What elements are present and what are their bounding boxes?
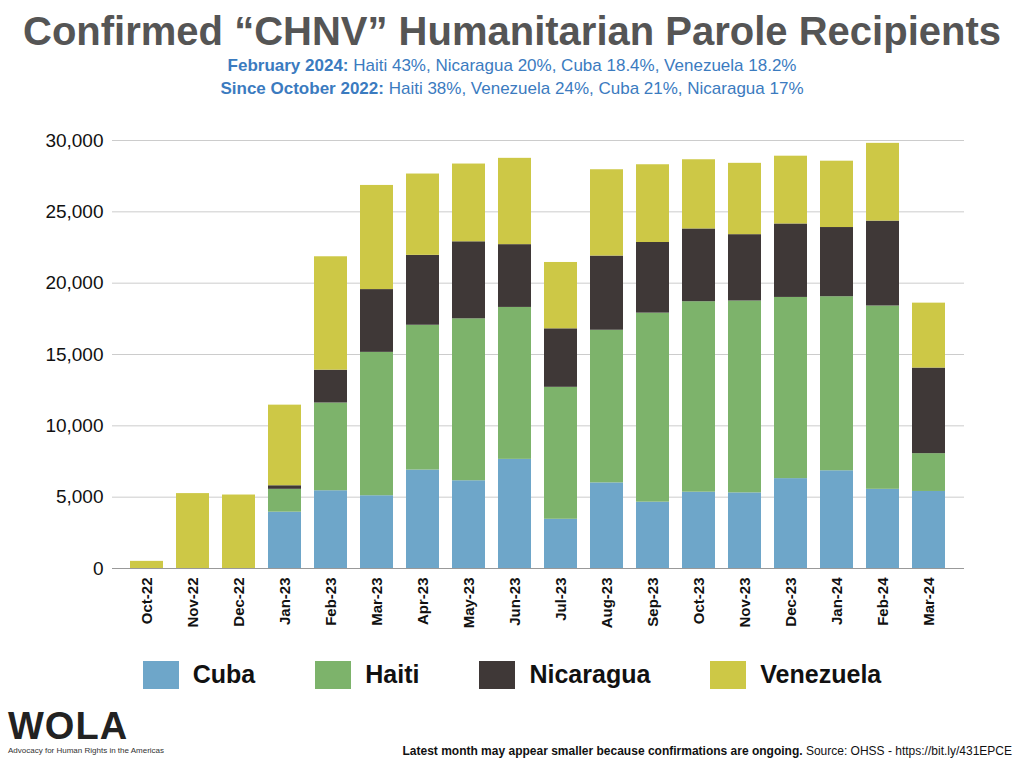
svg-text:Jan-24: Jan-24	[828, 577, 845, 625]
html-text:Haiti: Haiti	[365, 660, 420, 688]
svg-text:Apr-23: Apr-23	[414, 578, 431, 626]
svg-text:Aug-23: Aug-23	[598, 578, 615, 629]
html-text:Venezuela: Venezuela	[760, 660, 882, 688]
svg-text:5,000: 5,000	[56, 486, 104, 507]
svg-text:Dec-23: Dec-23	[782, 578, 799, 627]
html-text:February 2024: Haiti 43%, Nica: February 2024: Haiti 43%, Nicaragua 20%,…	[227, 56, 797, 75]
svg-text:25,000: 25,000	[45, 201, 103, 222]
html-text:Advocacy for Human Rights in t: Advocacy for Human Rights in the America…	[8, 746, 165, 755]
svg-text:0: 0	[93, 558, 104, 579]
html-text:WOLA: WOLA	[8, 705, 129, 747]
svg-text:Dec-22: Dec-22	[230, 578, 247, 627]
svg-text:Oct-23: Oct-23	[690, 578, 707, 625]
svg-text:Jan-23: Jan-23	[276, 578, 293, 626]
svg-text:Nov-23: Nov-23	[736, 578, 753, 628]
html-text:Since October 2022: Haiti 38%,: Since October 2022: Haiti 38%, Venezuela…	[220, 79, 804, 98]
html-text:Nicaragua: Nicaragua	[529, 660, 651, 688]
svg-text:Feb-23: Feb-23	[322, 578, 339, 626]
svg-text:Jun-23: Jun-23	[506, 578, 523, 626]
svg-text:May-23: May-23	[460, 578, 477, 629]
svg-text:Nov-22: Nov-22	[184, 578, 201, 628]
svg-text:30,000: 30,000	[45, 130, 103, 151]
html-text:Latest month may appear smalle: Latest month may appear smaller because …	[402, 744, 1012, 758]
svg-text:Sep-23: Sep-23	[644, 578, 661, 627]
svg-text:Feb-24: Feb-24	[874, 577, 891, 626]
svg-text:Mar-23: Mar-23	[368, 578, 385, 626]
svg-text:20,000: 20,000	[45, 272, 103, 293]
svg-text:Mar-24: Mar-24	[920, 577, 937, 626]
svg-text:Jul-23: Jul-23	[552, 578, 569, 621]
html-text:Confirmed “CHNV” Humanitarian: Confirmed “CHNV” Humanitarian Parole Rec…	[23, 9, 1001, 53]
svg-text:10,000: 10,000	[45, 415, 103, 436]
svg-text:Oct-22: Oct-22	[138, 578, 155, 625]
svg-text:15,000: 15,000	[45, 344, 103, 365]
html-text:Cuba: Cuba	[192, 660, 256, 688]
